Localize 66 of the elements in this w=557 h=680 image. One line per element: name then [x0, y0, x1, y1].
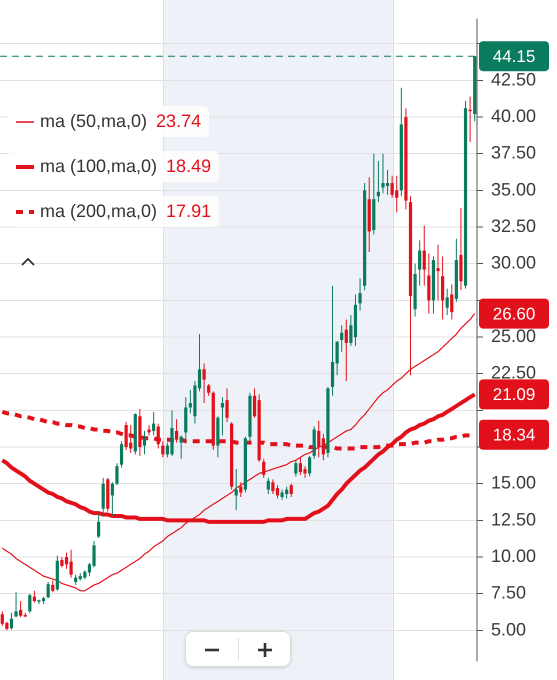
candlestick: [225, 388, 229, 423]
candlestick: [202, 362, 206, 404]
annotation: 23.74: [156, 111, 202, 131]
candlestick: [376, 160, 380, 203]
candlestick: [422, 225, 426, 286]
candlestick: [386, 169, 390, 196]
y-tick-label: 15.00: [491, 472, 536, 493]
y-tick-label: 37.50: [491, 142, 536, 163]
y-tick-label: 22.50: [491, 362, 536, 383]
candlestick: [290, 483, 293, 498]
y-tick-label: 25.00: [491, 326, 536, 346]
candlestick: [32, 590, 36, 604]
y-tick-label: 12.50: [491, 509, 536, 530]
ref-line-label: 44.15: [492, 46, 536, 66]
y-tick-label: 42.50: [491, 69, 536, 90]
candlestick: [142, 430, 146, 455]
candlestick: [262, 458, 266, 478]
candlestick: [180, 434, 183, 460]
candlestick: [220, 396, 224, 436]
candlestick: [298, 456, 302, 476]
text: 26.60: [492, 304, 536, 324]
candlestick: [418, 240, 422, 286]
candlestick: [110, 482, 114, 516]
candlestick: [174, 418, 178, 444]
candlestick: [10, 612, 14, 630]
candlestick: [120, 440, 124, 468]
y-tick-label: 32.50: [491, 216, 536, 236]
candlestick: [294, 460, 298, 477]
candlestick: [436, 244, 440, 301]
legend-label: ma (100,ma,0): [40, 156, 158, 176]
candlestick: [276, 484, 280, 499]
y-tick-label: 30.00: [491, 252, 536, 273]
candlestick: [234, 468, 238, 511]
candlestick: [340, 324, 344, 352]
legend-label: ma (50,ma,0): [40, 111, 148, 131]
candlestick: [14, 592, 18, 618]
candlestick: [115, 462, 119, 486]
annotation: 17.91: [166, 201, 212, 221]
candlestick: [147, 424, 151, 436]
candlestick: [303, 466, 307, 478]
candlestick: [344, 318, 348, 382]
candlestick: [271, 478, 275, 494]
candlestick: [28, 593, 32, 614]
candlestick: [97, 514, 100, 538]
text: 18.34: [492, 425, 536, 444]
annotation: 18.49: [166, 156, 212, 176]
candlestick: [266, 477, 270, 494]
y-tick-label: 35.00: [491, 179, 536, 200]
candlestick: [207, 384, 210, 396]
candlestick: [381, 153, 385, 194]
text: 21.09: [492, 385, 536, 404]
candlestick: [239, 482, 242, 498]
candlestick: [46, 582, 50, 599]
candlestick: [152, 411, 156, 436]
candlestick: [60, 556, 64, 568]
candlestick: [69, 549, 73, 578]
y-tick-label: 5.00: [491, 619, 526, 640]
y-tick-label: 7.50: [491, 582, 526, 603]
candlestick: [450, 284, 454, 320]
y-tick-label: 40.00: [491, 106, 536, 126]
legend-label: ma (200,ma,0): [40, 201, 158, 221]
y-tick-label: 10.00: [491, 546, 536, 566]
candlestick: [358, 278, 362, 312]
candlestick: [468, 96, 472, 142]
candlestick: [446, 288, 449, 316]
candlestick: [308, 455, 312, 477]
